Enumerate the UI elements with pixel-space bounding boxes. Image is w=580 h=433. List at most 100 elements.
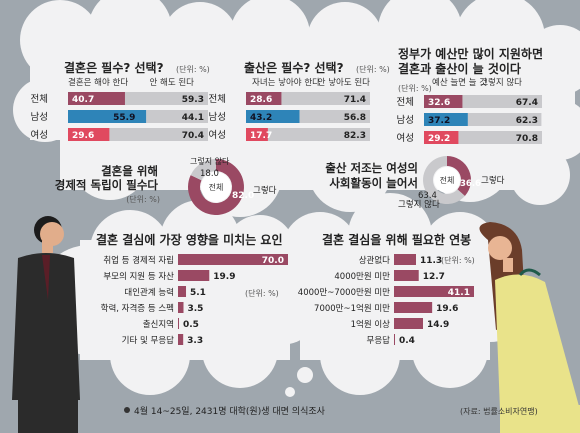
value-label: 19.6 bbox=[436, 304, 458, 314]
value-label: 70.0 bbox=[262, 256, 284, 266]
legend-label: 그렇지 않다 bbox=[480, 77, 522, 88]
category-label: 남성 bbox=[209, 112, 226, 123]
bar-segment-primary bbox=[424, 113, 468, 126]
value-label: 70.8 bbox=[516, 134, 538, 144]
category-label: 4000만~7000만원 미만 bbox=[298, 288, 390, 298]
bar bbox=[178, 286, 187, 297]
bar bbox=[394, 254, 416, 265]
value-label: 12.7 bbox=[423, 272, 445, 282]
bar-segment-secondary bbox=[146, 110, 208, 123]
value-label: 32.6 bbox=[428, 98, 450, 108]
bar-segment-primary bbox=[68, 128, 110, 141]
value-label: 43.2 bbox=[250, 113, 272, 123]
value-label: 11.3 bbox=[420, 256, 442, 266]
bar-segment-secondary bbox=[281, 92, 370, 105]
value-label: 29.2 bbox=[428, 134, 450, 144]
chart-title: 출산은 필수? 선택? bbox=[244, 60, 344, 75]
value-label: 41.1 bbox=[448, 288, 470, 298]
category-label: 남성 bbox=[31, 112, 48, 123]
bar-segment-secondary bbox=[467, 113, 542, 126]
category-label: 취업 등 경제적 자립 bbox=[103, 255, 174, 266]
category-label: 학력, 자격증 등 스펙 bbox=[101, 303, 174, 314]
bar-chart-required-salary: 결혼 결심을 위해 필요한 연봉 (단위: %) 상관없다 11.3 4000만원 미만… bbox=[298, 232, 475, 346]
bar bbox=[394, 270, 419, 281]
bar-segment-primary bbox=[246, 110, 300, 123]
value-label: 56.8 bbox=[344, 113, 366, 123]
legend-label: 예산 늘면 늘 것 bbox=[432, 77, 487, 88]
chart-title: 사회활동이 늘어서 bbox=[329, 176, 418, 190]
bar-segment-primary bbox=[68, 110, 147, 123]
bar bbox=[178, 302, 184, 313]
slice-label: 그렇다 bbox=[481, 175, 505, 186]
value-label: 63.4 bbox=[418, 191, 437, 201]
category-label: 4000만원 미만 bbox=[334, 272, 390, 282]
chart-title: 결혼은 필수? 선택? bbox=[64, 60, 164, 75]
chart-unit: (단위: %) bbox=[176, 64, 210, 74]
donut-slice bbox=[188, 159, 244, 215]
value-label: 29.6 bbox=[72, 131, 94, 141]
chart-title: 경제적 독립이 필수다 bbox=[55, 178, 159, 192]
man-illustration bbox=[12, 216, 80, 433]
bar-segment-secondary bbox=[267, 128, 370, 141]
value-label: 18.0 bbox=[200, 169, 219, 179]
value-label: 0.5 bbox=[183, 320, 199, 330]
category-label: 여성 bbox=[31, 129, 48, 141]
bar-segment-secondary bbox=[299, 110, 370, 123]
value-label: 67.4 bbox=[516, 98, 538, 108]
value-label: 37.2 bbox=[428, 116, 450, 126]
bar-segment-primary bbox=[68, 92, 125, 105]
bar bbox=[178, 270, 210, 281]
category-label: 기타 및 무응답 bbox=[122, 335, 175, 346]
legend-label: 안 해도 된다 bbox=[149, 77, 194, 88]
bar-segment-secondary bbox=[462, 95, 542, 108]
value-label: 5.1 bbox=[190, 288, 206, 298]
category-label: 남성 bbox=[397, 115, 414, 126]
value-label: 82.3 bbox=[344, 131, 366, 141]
category-label: 전체 bbox=[397, 97, 414, 108]
bar-segment-primary bbox=[424, 131, 459, 144]
chart-title: 정부가 예산만 많이 지원하면 bbox=[398, 46, 543, 61]
value-label: 71.4 bbox=[344, 95, 366, 105]
chart-title: 결혼과 출산이 늘 것이다 bbox=[398, 61, 521, 76]
value-label: 70.4 bbox=[182, 131, 204, 141]
legend-label: 결혼은 해야 한다 bbox=[68, 77, 128, 88]
donut-center-label: 전체 bbox=[209, 182, 224, 192]
donut-slice bbox=[447, 156, 471, 196]
legend-label: 자녀는 낳아야 한다 bbox=[252, 77, 320, 88]
bar bbox=[394, 334, 395, 345]
chart-title: 결혼 결심을 위해 필요한 연봉 bbox=[322, 232, 471, 247]
value-label: 28.6 bbox=[250, 95, 272, 105]
chart-title: 결혼 결심에 가장 영향을 미치는 요인 bbox=[96, 232, 283, 247]
legend-label: 안 낳아도 된다 bbox=[318, 77, 371, 88]
cloud-background bbox=[13, 0, 580, 397]
chart-unit: (단위: %) bbox=[441, 255, 475, 265]
category-label: 부모의 지원 등 자산 bbox=[103, 271, 174, 282]
category-label: 대인관계 능력 bbox=[124, 287, 174, 298]
slice-label: 그렇지 않다 bbox=[190, 156, 230, 166]
footer-source: (자료: 법률소비자연맹) bbox=[460, 406, 538, 416]
bar bbox=[178, 334, 184, 345]
bar-segment-secondary bbox=[458, 131, 542, 144]
value-label: 44.1 bbox=[182, 113, 204, 123]
value-label: 3.3 bbox=[187, 336, 203, 346]
value-label: 36.6 bbox=[460, 179, 481, 189]
value-label: 3.5 bbox=[188, 304, 204, 314]
category-label: 상관없다 bbox=[359, 255, 390, 266]
chart-unit: (단위: %) bbox=[126, 194, 160, 204]
value-label: 17.7 bbox=[250, 131, 272, 141]
chart-unit: (단위: %) bbox=[398, 83, 432, 93]
woman-illustration bbox=[479, 222, 580, 433]
donut-slice bbox=[190, 159, 216, 181]
bar bbox=[178, 318, 179, 329]
value-label: 55.9 bbox=[113, 113, 135, 123]
footer-survey: 4월 14~25일, 2431명 대학(원)생 대면 의식조사 bbox=[134, 405, 326, 417]
slice-label: 그렇다 bbox=[253, 185, 277, 196]
value-label: 62.3 bbox=[516, 116, 538, 126]
chart-title: 출산 저조는 여성의 bbox=[325, 161, 418, 175]
chart-unit: (단위: %) bbox=[356, 64, 390, 74]
